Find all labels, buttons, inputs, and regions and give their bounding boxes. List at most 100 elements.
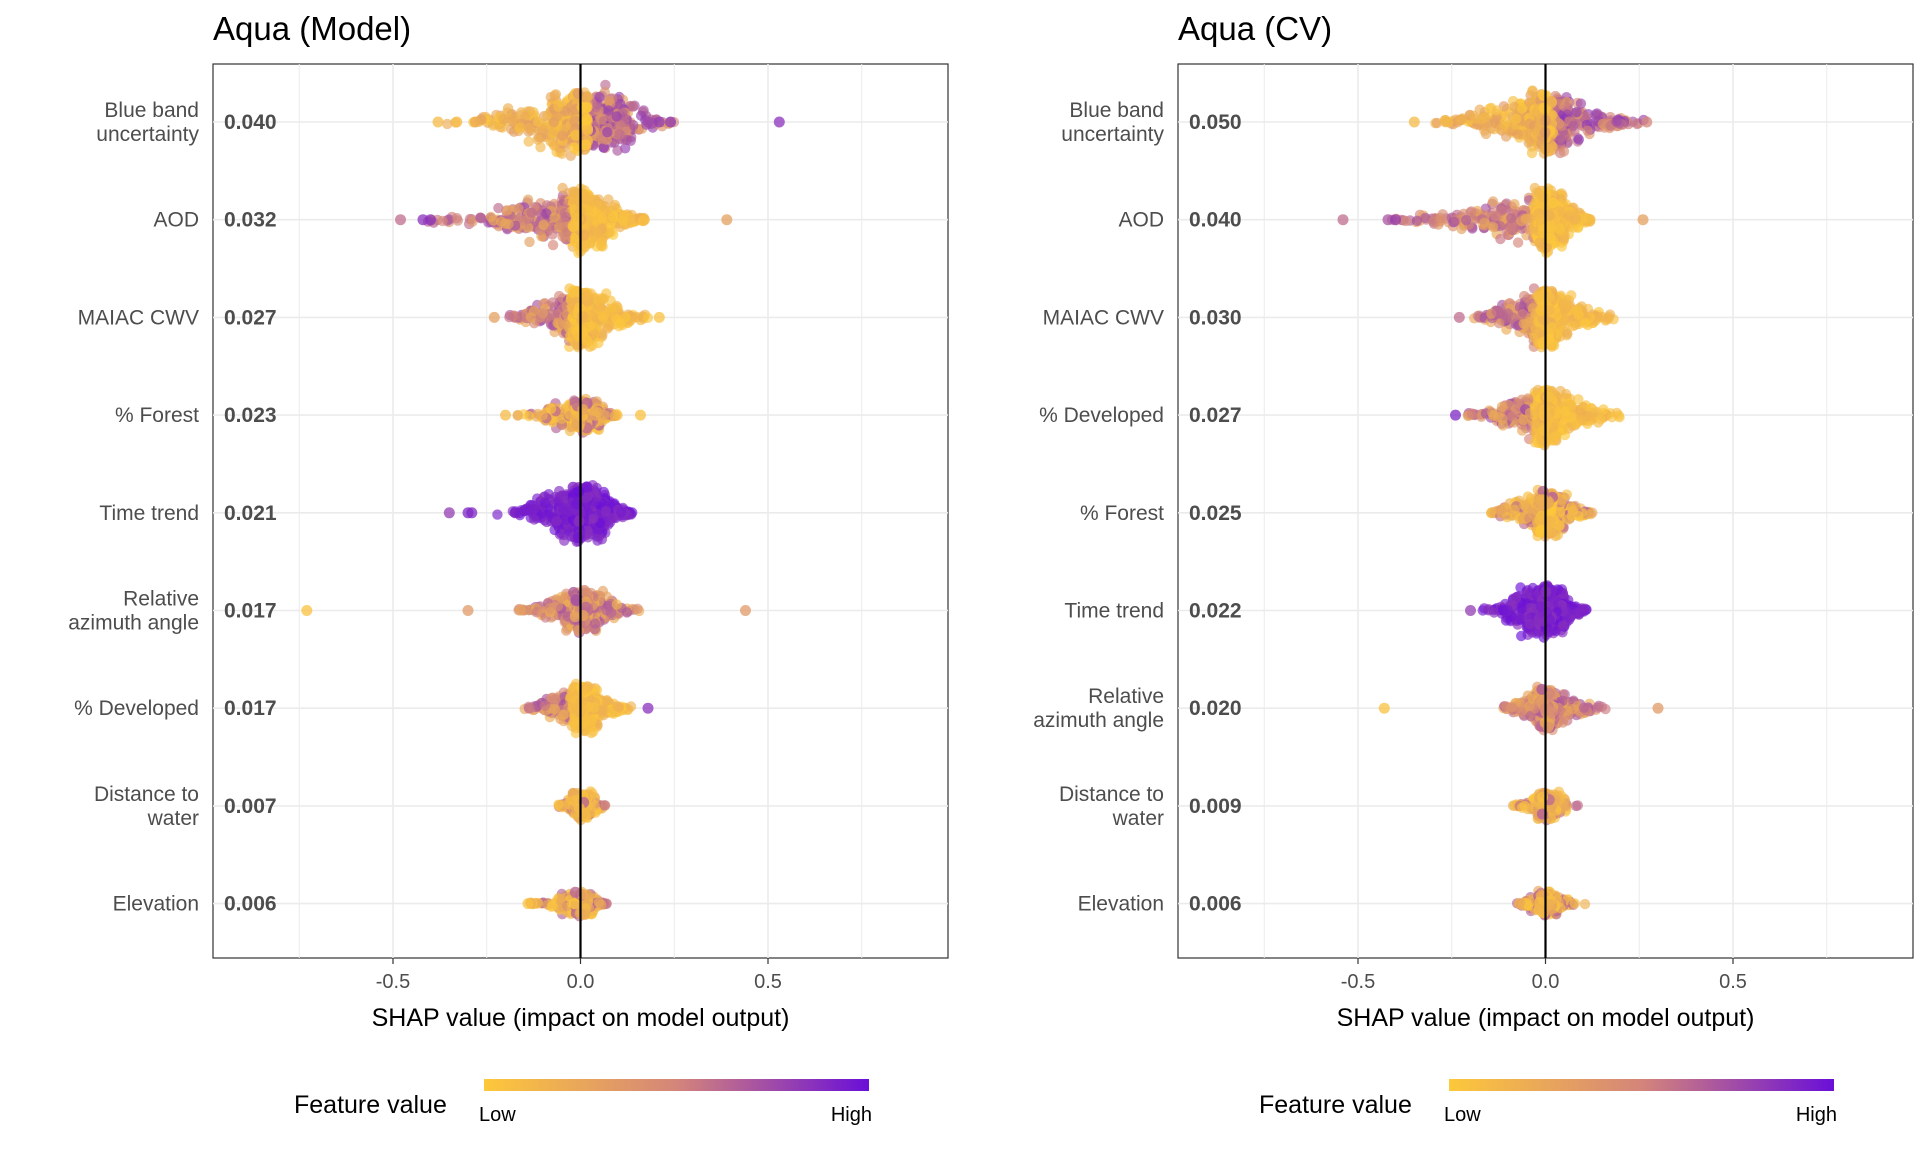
data-point: [528, 107, 539, 118]
data-point: [502, 205, 513, 216]
data-point: [467, 216, 478, 227]
data-point: [580, 115, 592, 127]
feature-swarm: [432, 79, 785, 161]
data-point: [573, 802, 585, 814]
data-point: [545, 403, 557, 414]
data-point: [551, 516, 562, 527]
feature-swarm: [522, 886, 612, 922]
data-point: [524, 236, 535, 248]
data-point: [545, 136, 556, 147]
data-point: [581, 334, 593, 346]
data-point: [603, 105, 614, 116]
data-point: [635, 110, 647, 121]
chart-panel-model: Aqua (Model) Blue band uncertainty0.040AO…: [68, 10, 949, 1032]
outlier-point: [642, 702, 654, 714]
data-point: [573, 515, 585, 527]
feature-swarm: [553, 786, 611, 826]
outlier-point: [301, 605, 313, 616]
data-point: [526, 207, 537, 218]
outlier-point: [635, 409, 646, 421]
data-point: [514, 508, 525, 519]
data-point: [508, 114, 519, 125]
data-point: [582, 124, 594, 136]
outlier-point: [500, 409, 511, 421]
data-point: [561, 227, 572, 238]
data-point: [523, 136, 534, 147]
outlier-point: [451, 116, 463, 128]
data-point: [598, 142, 609, 153]
data-point: [609, 410, 621, 422]
data-point: [537, 410, 548, 421]
data-point: [603, 95, 615, 107]
feature-swarm: [395, 182, 733, 259]
data-point: [573, 486, 585, 498]
chart-title: Aqua (Model): [213, 10, 411, 47]
data-point: [581, 91, 593, 103]
data-point: [475, 212, 486, 223]
data-point: [601, 605, 612, 616]
data-point: [607, 211, 619, 223]
data-point: [611, 111, 622, 122]
data-point: [591, 396, 603, 407]
outlier-point: [425, 214, 436, 226]
data-point: [602, 323, 613, 334]
data-point: [592, 227, 603, 238]
outlier-point: [470, 116, 481, 128]
data-point: [519, 215, 530, 227]
data-point: [515, 311, 527, 322]
data-point: [577, 404, 589, 416]
data-point: [567, 220, 579, 232]
data-point: [572, 532, 584, 544]
outlier-point: [642, 116, 654, 128]
data-point: [529, 503, 540, 515]
data-point: [451, 213, 463, 224]
data-point: [572, 88, 584, 99]
data-point: [576, 101, 588, 113]
data-point: [541, 208, 552, 219]
outlier-point: [443, 507, 455, 519]
data-point: [614, 119, 625, 130]
data-point: [612, 145, 623, 156]
data-point: [596, 236, 607, 248]
data-point: [550, 89, 562, 100]
outlier-point: [665, 116, 676, 128]
data-point: [557, 130, 568, 141]
data-point: [568, 142, 580, 154]
feature-swarm: [443, 480, 638, 547]
data-point: [550, 694, 561, 705]
data-point: [558, 709, 570, 720]
data-point: [549, 703, 560, 715]
data-point: [601, 695, 613, 706]
data-point: [580, 290, 592, 302]
data-point: [642, 312, 654, 323]
data-point: [568, 194, 580, 205]
outlier-point: [773, 116, 785, 128]
data-point: [513, 203, 524, 215]
data-point: [547, 297, 558, 308]
data-point: [596, 114, 607, 125]
data-point: [492, 509, 503, 520]
data-point: [523, 411, 535, 422]
data-point: [548, 128, 559, 139]
outlier-point: [638, 214, 650, 226]
data-point: [544, 602, 555, 614]
data-point: [614, 129, 625, 140]
outlier-point: [488, 311, 500, 323]
data-point: [580, 193, 592, 205]
data-point: [593, 337, 604, 349]
data-point: [504, 311, 515, 323]
data-point: [621, 607, 633, 618]
data-point: [599, 800, 610, 811]
data-point: [577, 311, 588, 323]
data-point: [628, 120, 639, 131]
data-point: [619, 210, 630, 221]
data-point: [538, 219, 549, 231]
data-point: [609, 199, 621, 211]
data-point: [587, 513, 599, 524]
data-point: [529, 514, 540, 525]
data-point: [503, 218, 514, 230]
data-point: [488, 215, 499, 226]
data-point: [627, 101, 639, 112]
data-point: [493, 202, 504, 214]
